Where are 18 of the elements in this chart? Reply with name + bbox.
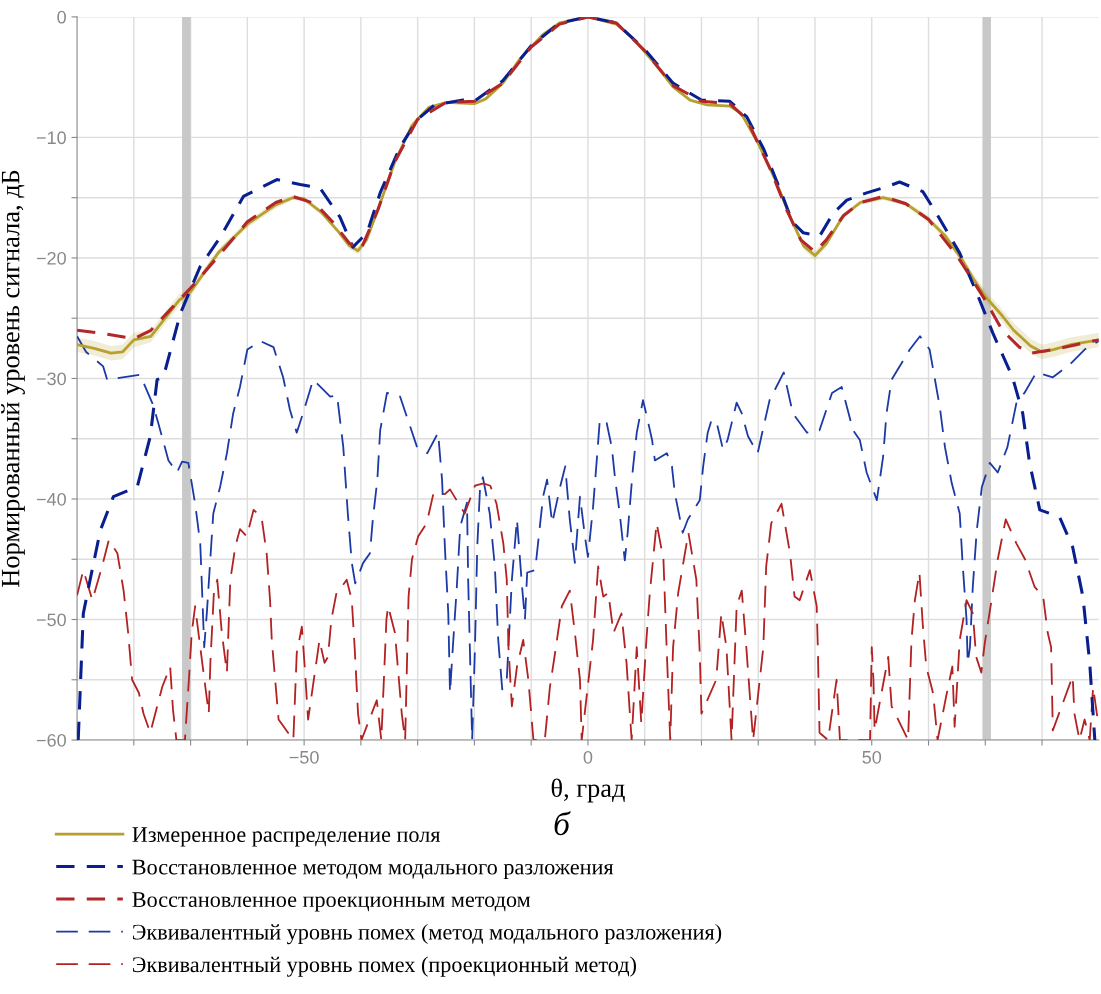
legend-label: Восстановленное проекционным методом [132,892,531,912]
x-tick-label: −50 [289,750,319,764]
y-tick-label: −20 [36,251,66,265]
y-axis-title: Нормированный уровень сигнала, дБ [1,170,25,587]
y-tick-label: −50 [36,613,66,627]
x-tick-label: 50 [862,750,882,764]
y-tick-label: −40 [36,492,66,506]
legend-label: Измеренное распределение поля [132,827,441,847]
y-tick-label: 0 [57,10,66,24]
x-tick-label: 0 [583,750,593,764]
y-tick-label: −10 [36,131,66,145]
y-tick-label: −60 [36,733,66,747]
x-axis-title: θ, град [551,778,625,803]
text: б [554,811,571,836]
y-tick-label: −30 [36,372,66,386]
legend-label: Восстановленное методом модального разложения [132,859,614,880]
legend-label: Эквивалентный уровнь помех (проекционный метод) [132,956,637,977]
legend-label: Эквивалентный уровнь помех (метод модального разложения) [132,923,722,945]
